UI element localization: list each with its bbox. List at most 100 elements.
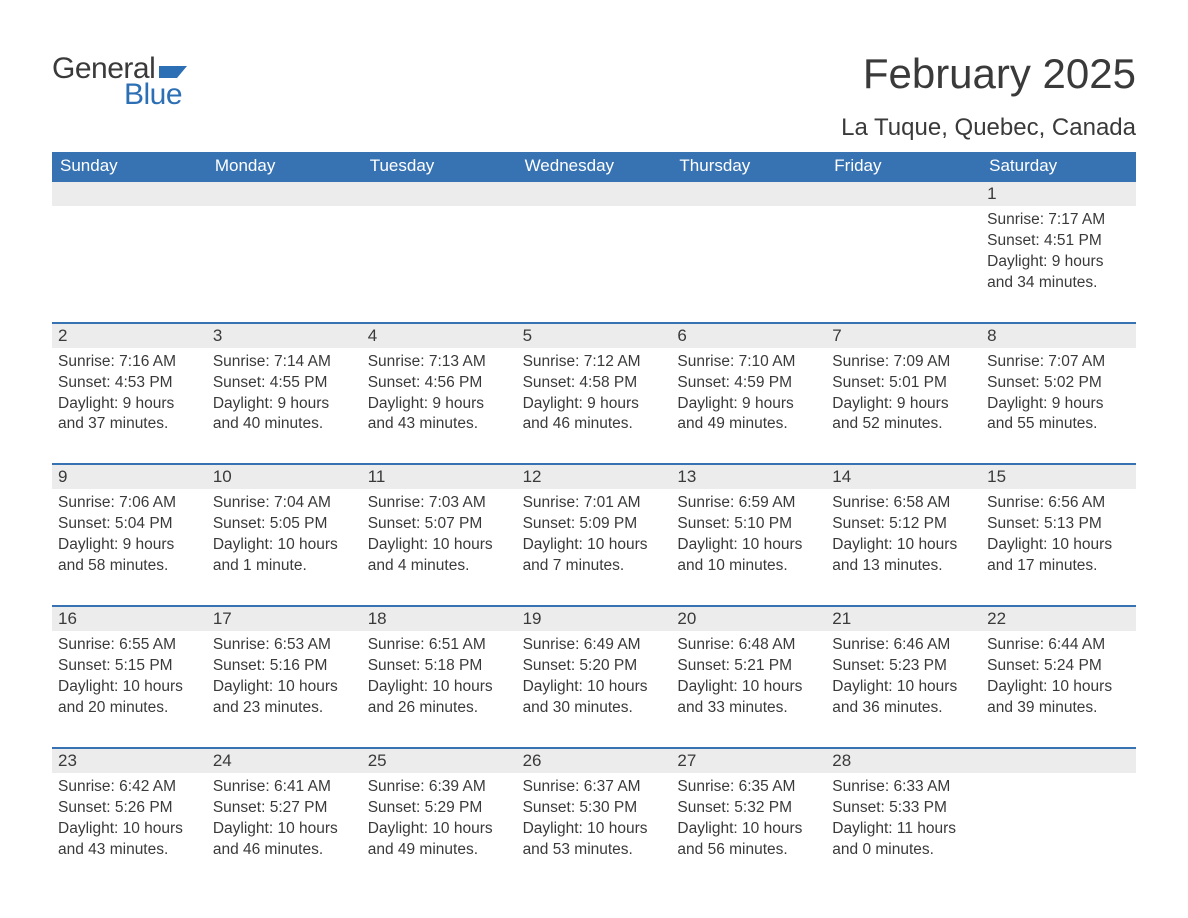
calendar-cell: 16Sunrise: 6:55 AMSunset: 5:15 PMDayligh… bbox=[52, 607, 207, 721]
sunset-text: Sunset: 4:51 PM bbox=[987, 231, 1130, 252]
calendar-cell: 19Sunrise: 6:49 AMSunset: 5:20 PMDayligh… bbox=[517, 607, 672, 721]
sunrise-text: Sunrise: 7:14 AM bbox=[213, 352, 356, 373]
day-details: Sunrise: 6:33 AMSunset: 5:33 PMDaylight:… bbox=[826, 773, 981, 863]
header-row: General Blue February 2025 La Tuque, Que… bbox=[52, 50, 1136, 142]
sunset-text: Sunset: 5:18 PM bbox=[368, 656, 511, 677]
sunset-text: Sunset: 4:58 PM bbox=[523, 373, 666, 394]
sunrise-text: Sunrise: 6:37 AM bbox=[523, 777, 666, 798]
daylight-text: Daylight: 9 hours and 46 minutes. bbox=[523, 394, 666, 436]
calendar-cell bbox=[362, 182, 517, 296]
day-details: Sunrise: 6:46 AMSunset: 5:23 PMDaylight:… bbox=[826, 631, 981, 721]
calendar-cell: 5Sunrise: 7:12 AMSunset: 4:58 PMDaylight… bbox=[517, 324, 672, 438]
calendar-week: 2Sunrise: 7:16 AMSunset: 4:53 PMDaylight… bbox=[52, 322, 1136, 438]
sunrise-text: Sunrise: 6:42 AM bbox=[58, 777, 201, 798]
daylight-text: Daylight: 9 hours and 55 minutes. bbox=[987, 394, 1130, 436]
day-number: 1 bbox=[981, 182, 1136, 206]
calendar-cell: 12Sunrise: 7:01 AMSunset: 5:09 PMDayligh… bbox=[517, 465, 672, 579]
calendar-cell: 22Sunrise: 6:44 AMSunset: 5:24 PMDayligh… bbox=[981, 607, 1136, 721]
calendar-week: 1Sunrise: 7:17 AMSunset: 4:51 PMDaylight… bbox=[52, 182, 1136, 296]
calendar-cell bbox=[671, 182, 826, 296]
calendar-cell: 7Sunrise: 7:09 AMSunset: 5:01 PMDaylight… bbox=[826, 324, 981, 438]
sunset-text: Sunset: 5:24 PM bbox=[987, 656, 1130, 677]
day-details: Sunrise: 6:59 AMSunset: 5:10 PMDaylight:… bbox=[671, 489, 826, 579]
daylight-text: Daylight: 10 hours and 53 minutes. bbox=[523, 819, 666, 861]
daylight-text: Daylight: 9 hours and 58 minutes. bbox=[58, 535, 201, 577]
calendar-cell: 25Sunrise: 6:39 AMSunset: 5:29 PMDayligh… bbox=[362, 749, 517, 863]
day-number: 9 bbox=[52, 465, 207, 489]
calendar-cell: 24Sunrise: 6:41 AMSunset: 5:27 PMDayligh… bbox=[207, 749, 362, 863]
sunset-text: Sunset: 5:30 PM bbox=[523, 798, 666, 819]
sunset-text: Sunset: 5:33 PM bbox=[832, 798, 975, 819]
day-details: Sunrise: 6:35 AMSunset: 5:32 PMDaylight:… bbox=[671, 773, 826, 863]
daylight-text: Daylight: 10 hours and 39 minutes. bbox=[987, 677, 1130, 719]
day-details: Sunrise: 6:42 AMSunset: 5:26 PMDaylight:… bbox=[52, 773, 207, 863]
sunrise-text: Sunrise: 7:06 AM bbox=[58, 493, 201, 514]
sunrise-text: Sunrise: 7:04 AM bbox=[213, 493, 356, 514]
day-details: Sunrise: 7:13 AMSunset: 4:56 PMDaylight:… bbox=[362, 348, 517, 438]
day-number: 12 bbox=[517, 465, 672, 489]
flag-icon bbox=[159, 60, 187, 78]
day-number: 6 bbox=[671, 324, 826, 348]
sunrise-text: Sunrise: 6:56 AM bbox=[987, 493, 1130, 514]
sunset-text: Sunset: 5:04 PM bbox=[58, 514, 201, 535]
day-number bbox=[207, 182, 362, 206]
day-details: Sunrise: 7:17 AMSunset: 4:51 PMDaylight:… bbox=[981, 206, 1136, 296]
calendar-cell bbox=[826, 182, 981, 296]
daylight-text: Daylight: 9 hours and 34 minutes. bbox=[987, 252, 1130, 294]
daylight-text: Daylight: 11 hours and 0 minutes. bbox=[832, 819, 975, 861]
sunrise-text: Sunrise: 6:39 AM bbox=[368, 777, 511, 798]
day-details: Sunrise: 6:41 AMSunset: 5:27 PMDaylight:… bbox=[207, 773, 362, 863]
day-number: 16 bbox=[52, 607, 207, 631]
calendar-cell: 8Sunrise: 7:07 AMSunset: 5:02 PMDaylight… bbox=[981, 324, 1136, 438]
sunset-text: Sunset: 5:29 PM bbox=[368, 798, 511, 819]
day-number: 15 bbox=[981, 465, 1136, 489]
sunset-text: Sunset: 5:12 PM bbox=[832, 514, 975, 535]
calendar-cell: 6Sunrise: 7:10 AMSunset: 4:59 PMDaylight… bbox=[671, 324, 826, 438]
calendar-cell: 15Sunrise: 6:56 AMSunset: 5:13 PMDayligh… bbox=[981, 465, 1136, 579]
day-number: 2 bbox=[52, 324, 207, 348]
day-number: 17 bbox=[207, 607, 362, 631]
sunrise-text: Sunrise: 6:44 AM bbox=[987, 635, 1130, 656]
sunset-text: Sunset: 5:23 PM bbox=[832, 656, 975, 677]
day-details: Sunrise: 7:10 AMSunset: 4:59 PMDaylight:… bbox=[671, 348, 826, 438]
daylight-text: Daylight: 10 hours and 1 minute. bbox=[213, 535, 356, 577]
sunrise-text: Sunrise: 6:48 AM bbox=[677, 635, 820, 656]
sunset-text: Sunset: 5:05 PM bbox=[213, 514, 356, 535]
sunrise-text: Sunrise: 6:51 AM bbox=[368, 635, 511, 656]
day-details: Sunrise: 7:07 AMSunset: 5:02 PMDaylight:… bbox=[981, 348, 1136, 438]
sunset-text: Sunset: 5:20 PM bbox=[523, 656, 666, 677]
daylight-text: Daylight: 9 hours and 49 minutes. bbox=[677, 394, 820, 436]
calendar-cell: 21Sunrise: 6:46 AMSunset: 5:23 PMDayligh… bbox=[826, 607, 981, 721]
weekday-tue: Tuesday bbox=[362, 152, 517, 182]
sunset-text: Sunset: 5:02 PM bbox=[987, 373, 1130, 394]
day-number: 14 bbox=[826, 465, 981, 489]
day-number bbox=[52, 182, 207, 206]
sunset-text: Sunset: 5:16 PM bbox=[213, 656, 356, 677]
calendar-cell: 1Sunrise: 7:17 AMSunset: 4:51 PMDaylight… bbox=[981, 182, 1136, 296]
sunset-text: Sunset: 5:01 PM bbox=[832, 373, 975, 394]
day-number bbox=[671, 182, 826, 206]
sunrise-text: Sunrise: 6:49 AM bbox=[523, 635, 666, 656]
daylight-text: Daylight: 9 hours and 52 minutes. bbox=[832, 394, 975, 436]
calendar-cell: 27Sunrise: 6:35 AMSunset: 5:32 PMDayligh… bbox=[671, 749, 826, 863]
sunset-text: Sunset: 5:07 PM bbox=[368, 514, 511, 535]
day-details: Sunrise: 6:58 AMSunset: 5:12 PMDaylight:… bbox=[826, 489, 981, 579]
month-title: February 2025 bbox=[841, 50, 1136, 98]
daylight-text: Daylight: 10 hours and 56 minutes. bbox=[677, 819, 820, 861]
sunrise-text: Sunrise: 7:16 AM bbox=[58, 352, 201, 373]
day-number: 25 bbox=[362, 749, 517, 773]
day-number: 5 bbox=[517, 324, 672, 348]
day-details: Sunrise: 7:01 AMSunset: 5:09 PMDaylight:… bbox=[517, 489, 672, 579]
day-number: 3 bbox=[207, 324, 362, 348]
sunrise-text: Sunrise: 6:55 AM bbox=[58, 635, 201, 656]
calendar-cell: 2Sunrise: 7:16 AMSunset: 4:53 PMDaylight… bbox=[52, 324, 207, 438]
calendar-cell bbox=[517, 182, 672, 296]
sunrise-text: Sunrise: 6:41 AM bbox=[213, 777, 356, 798]
weekday-sat: Saturday bbox=[981, 152, 1136, 182]
calendar-cell bbox=[207, 182, 362, 296]
calendar-cell bbox=[981, 749, 1136, 863]
day-details: Sunrise: 6:51 AMSunset: 5:18 PMDaylight:… bbox=[362, 631, 517, 721]
sunrise-text: Sunrise: 7:07 AM bbox=[987, 352, 1130, 373]
sunrise-text: Sunrise: 7:10 AM bbox=[677, 352, 820, 373]
day-details: Sunrise: 7:16 AMSunset: 4:53 PMDaylight:… bbox=[52, 348, 207, 438]
